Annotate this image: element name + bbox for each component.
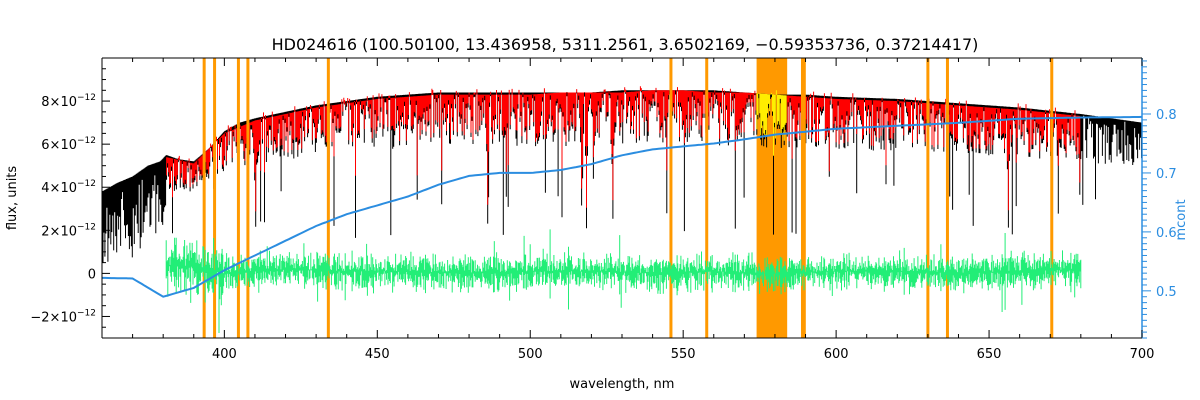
- continuum-layer: [102, 115, 1142, 298]
- continuum-series: [102, 115, 1142, 298]
- x-tick-label: 450: [365, 347, 390, 362]
- masked-line: [236, 58, 240, 338]
- x-tick-label: 400: [212, 347, 237, 362]
- y2-tick-label: 0.6: [1156, 226, 1177, 241]
- masked-line: [669, 58, 673, 338]
- masked-line: [202, 58, 206, 338]
- y2-tick-label: 0.7: [1156, 167, 1177, 182]
- x-tick-label: 700: [1130, 347, 1155, 362]
- residuals-series: [165, 229, 1082, 333]
- y-axis-label: flux, units: [5, 166, 20, 231]
- y2-axis-label: mcont: [1174, 199, 1189, 240]
- masked-line: [802, 58, 806, 338]
- masked-line: [246, 58, 250, 338]
- y-tick-label: 2×10−12: [41, 222, 96, 239]
- masked-flux-series: [756, 90, 787, 156]
- masked-line: [926, 58, 930, 338]
- masked-lines-layer: [202, 58, 1054, 338]
- masked-line: [800, 58, 804, 338]
- masked-line: [705, 58, 709, 338]
- residuals-layer: [165, 229, 1082, 333]
- y-tick-label: 8×10−12: [41, 93, 96, 110]
- y-tick-label: 4×10−12: [41, 179, 96, 196]
- y2-tick-label: 0.5: [1156, 285, 1177, 300]
- masked-line: [213, 58, 217, 338]
- model-fit-layer: [166, 86, 1081, 227]
- masked-line: [945, 58, 949, 338]
- x-tick-label: 650: [977, 347, 1002, 362]
- masked-line: [1050, 58, 1054, 338]
- x-tick-label: 500: [518, 347, 543, 362]
- y2-tick-label: 0.8: [1156, 108, 1177, 123]
- plot-area: [102, 58, 1142, 338]
- x-tick-label: 600: [824, 347, 849, 362]
- y-tick-label: −2×10−12: [30, 308, 96, 325]
- y-tick-label: 0: [88, 267, 96, 282]
- model-fit-series: [166, 86, 1081, 227]
- masked-flux-layer: [756, 90, 787, 156]
- masked-line: [326, 58, 330, 338]
- y-tick-label: 6×10−12: [41, 136, 96, 153]
- axis-ticks: 400 450 500 550 600 650 700 −2×10−12 0 2×10−12 4×1…: [30, 57, 1177, 362]
- x-axis-label: wavelength, nm: [570, 377, 675, 392]
- x-tick-label: 550: [671, 347, 696, 362]
- chart-title: HD024616 (100.50100, 13.436958, 5311.256…: [272, 35, 979, 54]
